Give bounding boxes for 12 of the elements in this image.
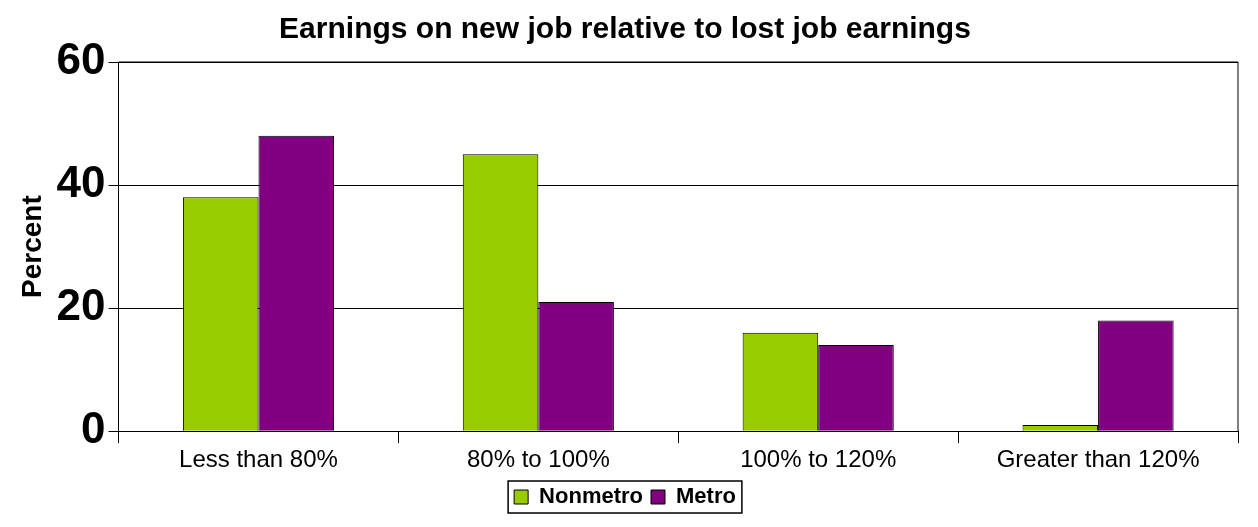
legend-label: Nonmetro bbox=[539, 483, 643, 509]
x-tick-label: Greater than 120% bbox=[996, 445, 1200, 473]
y-tick-label: 60 bbox=[56, 34, 106, 84]
y-tick-label: 40 bbox=[56, 157, 106, 207]
legend-label: Metro bbox=[676, 483, 736, 509]
x-tick-label: Less than 80% bbox=[179, 445, 338, 473]
x-tick-label: 80% to 100% bbox=[466, 445, 610, 473]
y-tick-label: 20 bbox=[56, 280, 106, 330]
y-tick-label: 0 bbox=[81, 403, 106, 453]
chart-title: Earnings on new job relative to lost job earnings bbox=[279, 11, 971, 45]
y-axis-title: Percent bbox=[15, 195, 47, 298]
x-tick-label: 100% to 120% bbox=[740, 445, 897, 473]
